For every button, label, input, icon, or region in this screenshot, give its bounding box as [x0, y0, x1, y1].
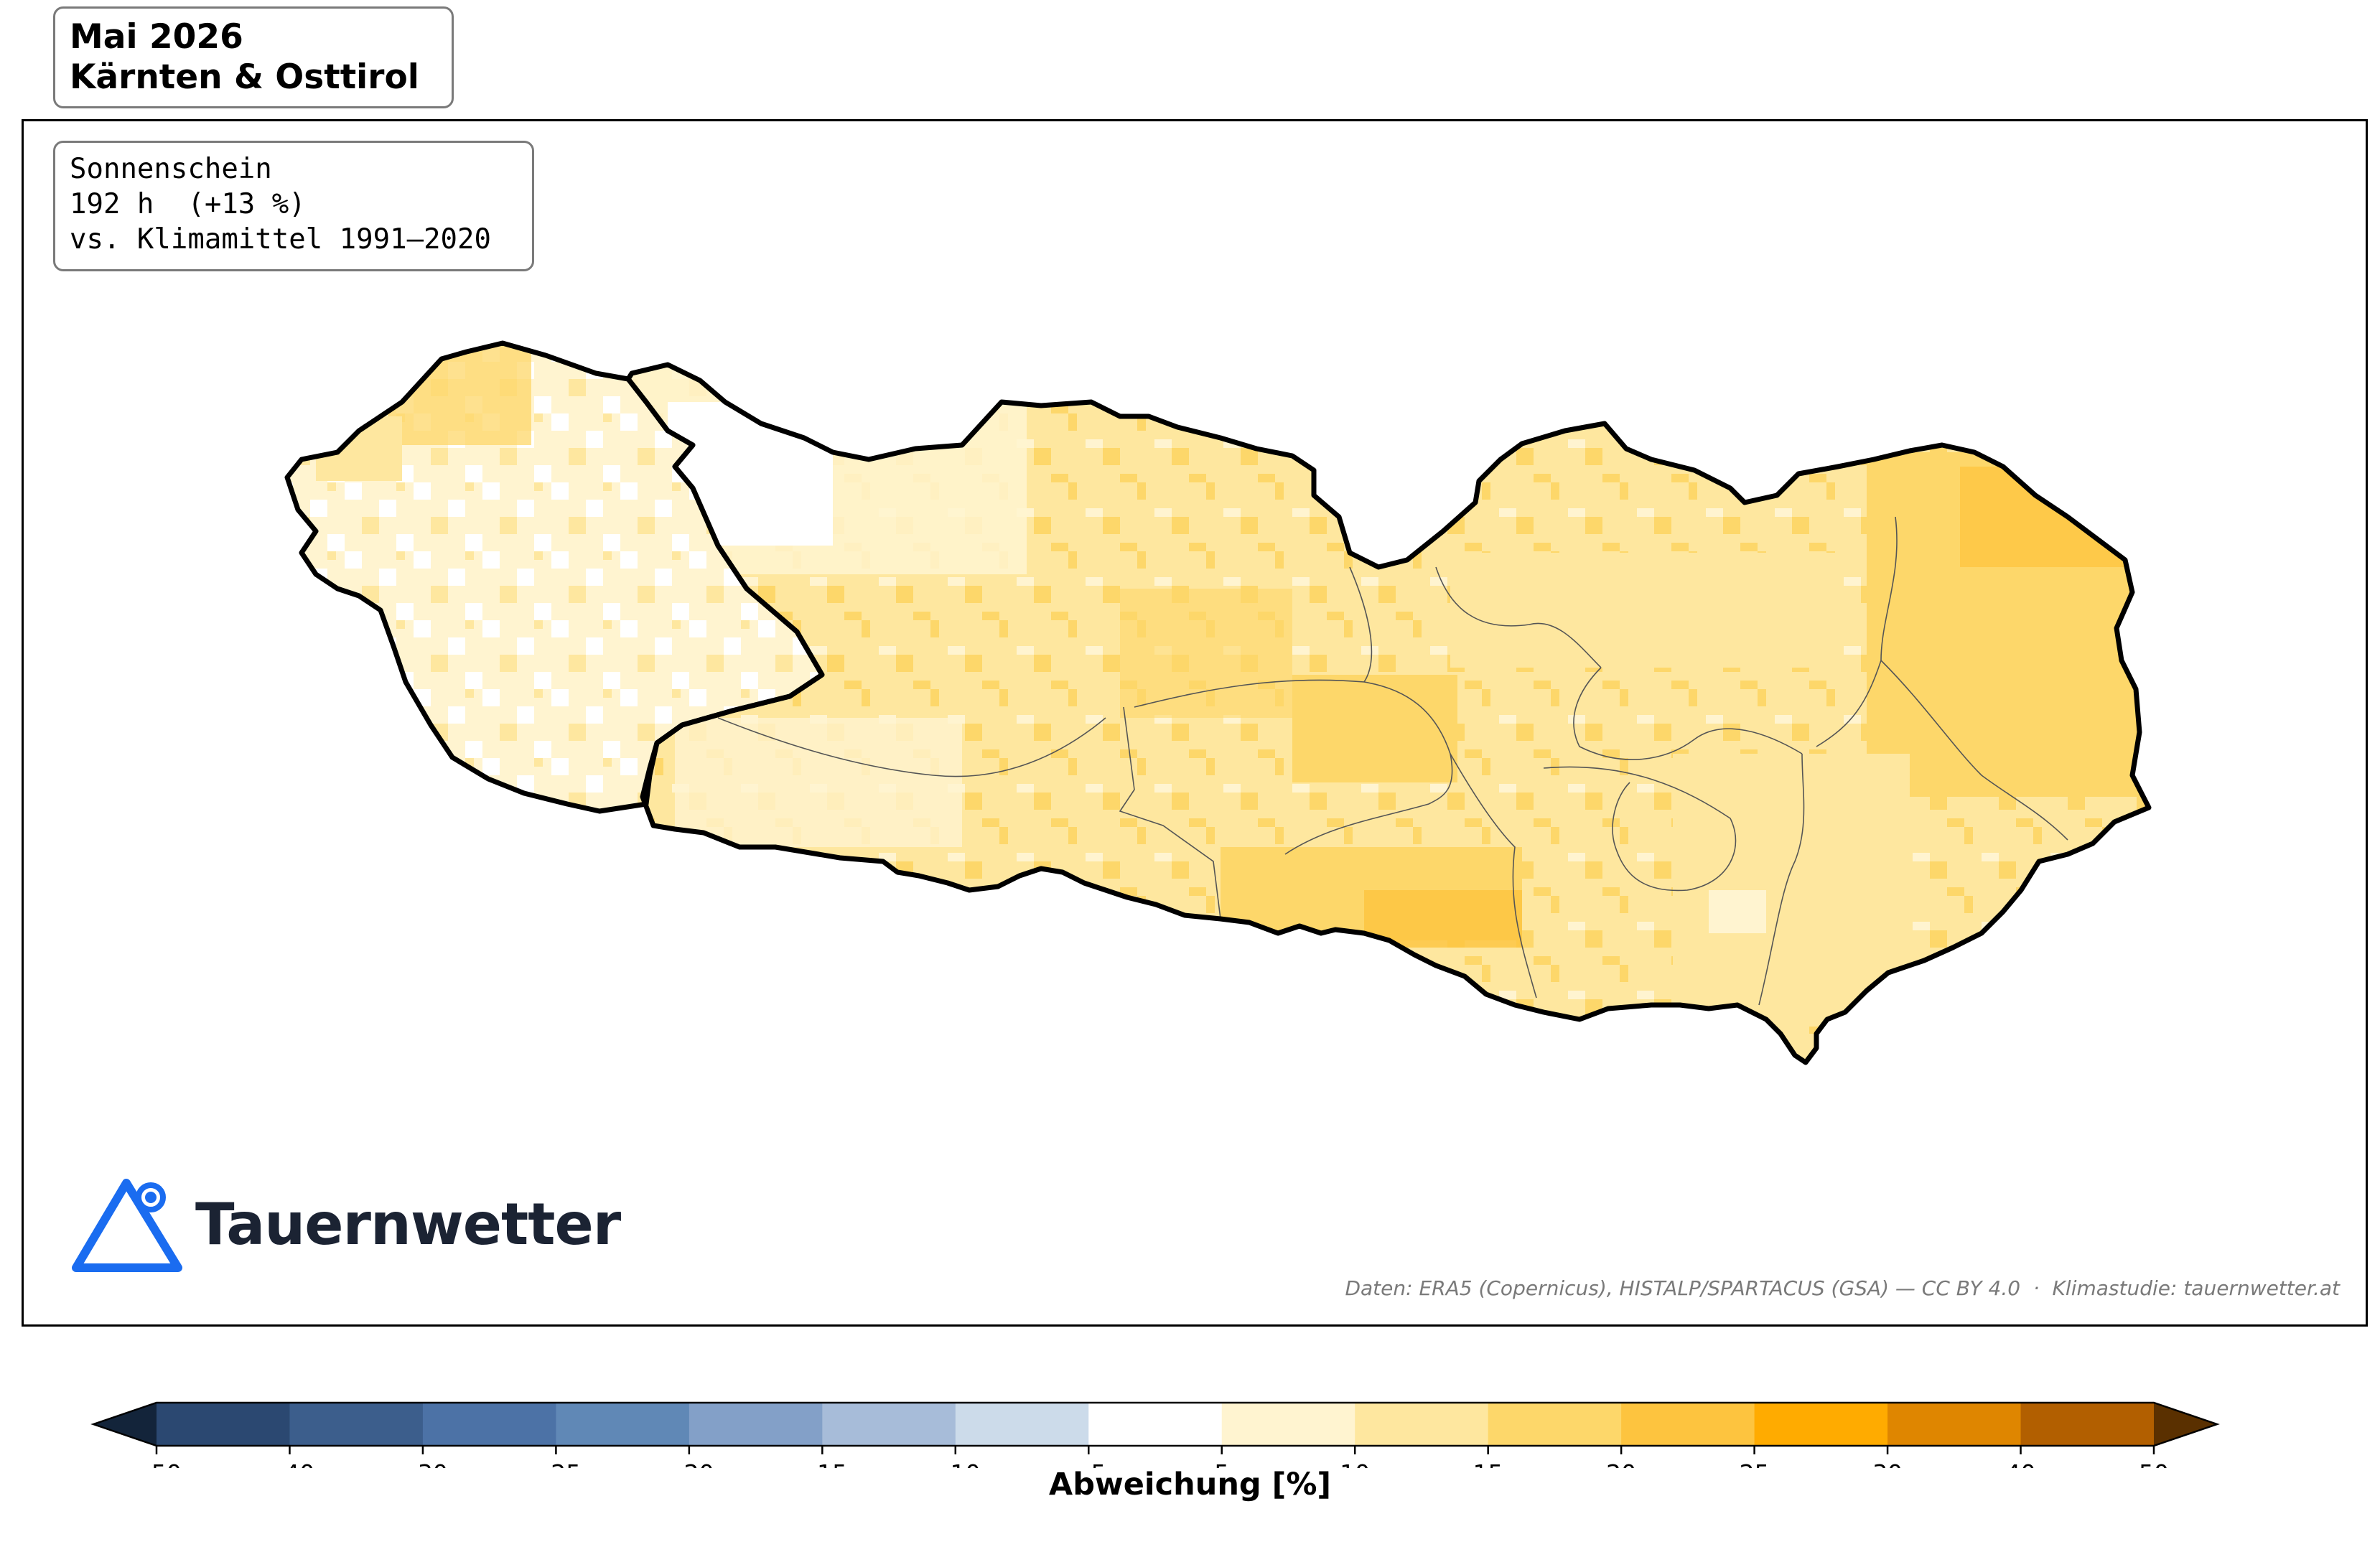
- colorbar-label: Abweichung [%]: [1048, 1467, 1332, 1502]
- data-credit: Daten: ERA5 (Copernicus), HISTALP/SPARTA…: [1345, 1276, 2340, 1300]
- colorbar-tick-label: 20: [1606, 1459, 1636, 1468]
- kaernten-field: [628, 365, 2149, 1062]
- colorbar-tick-label: 40: [2006, 1459, 2036, 1468]
- colorbar-segment: [1621, 1403, 1755, 1446]
- colorbar-extend-high: [2154, 1403, 2217, 1446]
- kaernten-outline: [625, 362, 2152, 1065]
- info-variable: Sonnenschein: [70, 153, 272, 185]
- colorbar-segment: [1754, 1403, 1888, 1446]
- colorbar-tick-label: −10: [930, 1459, 981, 1468]
- colorbar-tick-label: −20: [664, 1459, 714, 1468]
- colorbar-tick-label: −25: [531, 1459, 582, 1468]
- info-box: Sonnenschein 192 h (+13 %) vs. Klimamitt…: [53, 141, 534, 271]
- colorbar-segment: [157, 1403, 290, 1446]
- colorbar-tick-label: −40: [265, 1459, 315, 1468]
- title-region: Kärnten & Osttirol: [70, 57, 419, 97]
- colorbar-segment: [289, 1403, 424, 1446]
- region-map: [284, 340, 2152, 1065]
- colorbar-tick-label: −5: [1071, 1459, 1106, 1468]
- colorbar-tick-label: 50: [2139, 1459, 2169, 1468]
- colorbar-segment: [1221, 1403, 1355, 1446]
- colorbar-tick-label: 15: [1473, 1459, 1503, 1468]
- colorbar-segment: [1887, 1403, 2022, 1446]
- colorbar-segment: [955, 1403, 1089, 1446]
- colorbar-tick-label: 30: [1872, 1459, 1903, 1468]
- colorbar-segment: [822, 1403, 956, 1446]
- colorbar-segment: [689, 1403, 823, 1446]
- map-title: Mai 2026 Kärnten & Osttirol: [53, 6, 454, 108]
- colorbar-segment: [556, 1403, 690, 1446]
- colorbar-segment: [2020, 1403, 2155, 1446]
- colorbar-tick-label: −15: [798, 1459, 848, 1468]
- colorbar-tick-label: −50: [131, 1459, 182, 1468]
- mountain-triangle-icon: [72, 1179, 182, 1272]
- colorbar-tick-label: −30: [398, 1459, 448, 1468]
- colorbar-tick-label: 10: [1340, 1459, 1370, 1468]
- colorbar-extend-low: [93, 1403, 157, 1446]
- brand-logo: Tauernwetter: [70, 1170, 621, 1278]
- colorbar-segment: [1488, 1403, 1622, 1446]
- colorbar: −50 −40 −30 −25 −20 −15 −10 −5 5 10 15 20 25 30 40 50: [90, 1401, 2220, 1468]
- title-month: Mai 2026: [70, 17, 243, 57]
- colorbar-tick-label: 5: [1214, 1459, 1229, 1468]
- colorbar-segment: [1355, 1403, 1489, 1446]
- colorbar-segment: [1088, 1403, 1223, 1446]
- brand-name: Tauernwetter: [195, 1190, 621, 1258]
- district-boundaries: [717, 516, 2068, 1006]
- info-reference: vs. Klimamittel 1991–2020: [70, 223, 491, 256]
- info-value: 192 h (+13 %): [70, 188, 306, 220]
- colorbar-segment: [422, 1403, 556, 1446]
- colorbar-tick-label: 25: [1740, 1459, 1770, 1468]
